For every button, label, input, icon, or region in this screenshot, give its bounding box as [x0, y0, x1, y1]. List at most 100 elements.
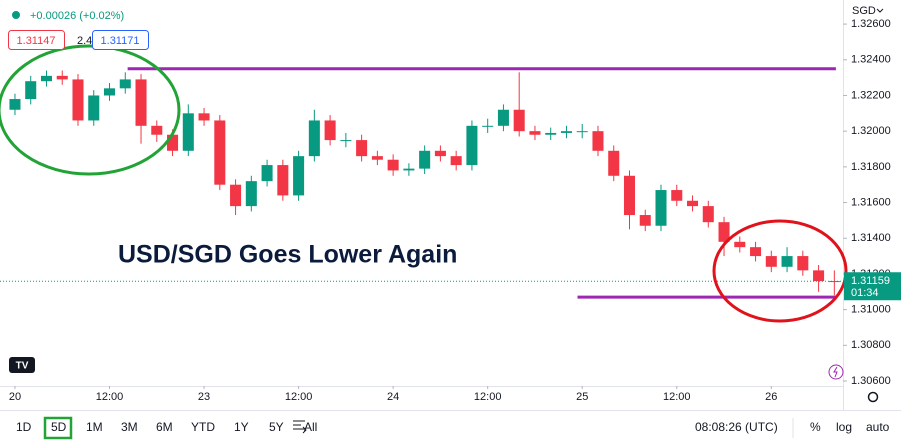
annotation: USD/SGD Goes Lower Again	[118, 241, 457, 269]
change: +0.00026 (+0.02%)	[30, 10, 124, 22]
x-tick-label: 12:00	[474, 391, 502, 403]
toolbar: 1D 5D 1M 3M 6M YTD 1Y 5Y All 08:08:26 (UTC)% log au…	[16, 416, 890, 440]
y-tick-label: 1.31600	[851, 196, 891, 208]
currency[interactable]: SGD	[852, 5, 876, 17]
candle-body	[450, 156, 462, 166]
candle-body	[608, 150, 620, 176]
candle-body	[734, 241, 746, 248]
active-range-box	[43, 416, 73, 440]
candle-body	[371, 156, 383, 160]
candle-body	[72, 79, 84, 121]
candle-body	[277, 165, 289, 196]
candle-body	[25, 81, 37, 100]
y-tick-label: 1.31800	[851, 161, 891, 173]
y-tick-label: 1.31400	[851, 232, 891, 244]
bid-box[interactable]	[8, 30, 65, 50]
ask-box[interactable]	[92, 30, 149, 50]
candle-body	[214, 120, 226, 185]
candle-body	[356, 140, 368, 157]
bid[interactable]: 1.31147	[17, 35, 56, 47]
candle-body	[797, 256, 809, 271]
range-button[interactable]: 1Y	[234, 420, 249, 434]
svg-text:TV: TV	[16, 361, 29, 372]
last-price-label: 1.31159	[851, 275, 890, 287]
candle-body	[434, 150, 446, 157]
candle-body	[750, 247, 762, 257]
candle-body	[245, 181, 257, 207]
candle-body	[182, 113, 194, 151]
candle-body	[497, 109, 509, 126]
x-tick-label: 26	[765, 391, 777, 403]
candle-body	[576, 131, 588, 133]
candle-body	[482, 125, 494, 127]
candle-body	[671, 190, 683, 201]
candle-body	[135, 79, 147, 126]
candle-body	[702, 206, 714, 223]
candle-body	[419, 150, 431, 169]
candle-body	[9, 99, 21, 110]
scale-option[interactable]: %	[810, 420, 821, 434]
candle-body	[623, 175, 636, 216]
highlight-ellipse	[0, 44, 181, 176]
y-tick-label: 1.30800	[851, 339, 891, 351]
y-tick-label: 1.32200	[851, 89, 891, 101]
range-button[interactable]: 1D	[16, 420, 32, 434]
candle-body	[513, 109, 525, 132]
candle-body	[655, 190, 667, 226]
x-tick-label: 25	[576, 391, 588, 403]
range-button[interactable]: All	[304, 420, 317, 434]
candle-body	[103, 88, 116, 96]
candle-body	[466, 125, 478, 166]
highlight-ellipse	[712, 219, 848, 323]
tv-logo: TV	[9, 357, 35, 373]
candle-body	[813, 270, 825, 282]
range-button[interactable]: YTD	[191, 420, 215, 434]
x-tick-label: 12:00	[663, 391, 691, 403]
lightning-icon[interactable]	[828, 364, 844, 380]
candle-body	[687, 200, 699, 207]
scale-option[interactable]: log	[836, 420, 852, 434]
spread: 2.4	[77, 35, 92, 47]
x-tick-label: 20	[9, 391, 21, 403]
candle-body	[387, 159, 399, 171]
y-tick-label: 1.30600	[851, 375, 891, 387]
clock: 08:08:26 (UTC)	[695, 420, 778, 434]
candle-body	[198, 113, 210, 121]
candle-body	[293, 156, 305, 196]
candle-body	[151, 125, 163, 135]
y-tick-label: 1.32400	[851, 54, 891, 66]
candle-body	[40, 75, 52, 82]
y-tick-label: 1.31000	[851, 304, 891, 316]
range-button[interactable]: 5Y	[269, 420, 284, 434]
scale-option[interactable]: auto	[866, 420, 890, 434]
settings-icon[interactable]	[867, 391, 879, 403]
candle-body	[88, 95, 100, 121]
lightning-bolt	[833, 366, 838, 378]
countdown: 01:34	[851, 287, 879, 299]
y-tick-label: 1.32000	[851, 125, 891, 137]
candle-body	[545, 132, 557, 135]
compare-icon[interactable]	[293, 420, 307, 434]
range-button[interactable]: 6M	[156, 420, 173, 434]
candle-body	[340, 140, 352, 142]
candle-body	[119, 79, 131, 89]
x-tick-label: 24	[387, 391, 399, 403]
status-dot	[12, 11, 20, 19]
range-button[interactable]: 1M	[86, 420, 103, 434]
candle-body	[560, 131, 572, 133]
candle-body	[765, 256, 777, 267]
candle-body	[261, 165, 273, 182]
candle-body	[529, 131, 541, 135]
candle-body	[308, 120, 320, 157]
range-button[interactable]: 3M	[121, 420, 138, 434]
candle-body	[56, 75, 68, 80]
candle-body	[324, 120, 336, 141]
y-tick-label: 1.32600	[851, 18, 891, 30]
currency-caret[interactable]	[876, 8, 884, 13]
ask[interactable]: 1.31171	[101, 35, 140, 47]
candle-body	[718, 222, 730, 242]
x-tick-label: 12:00	[96, 391, 124, 403]
range-button[interactable]: 5D	[51, 420, 67, 434]
